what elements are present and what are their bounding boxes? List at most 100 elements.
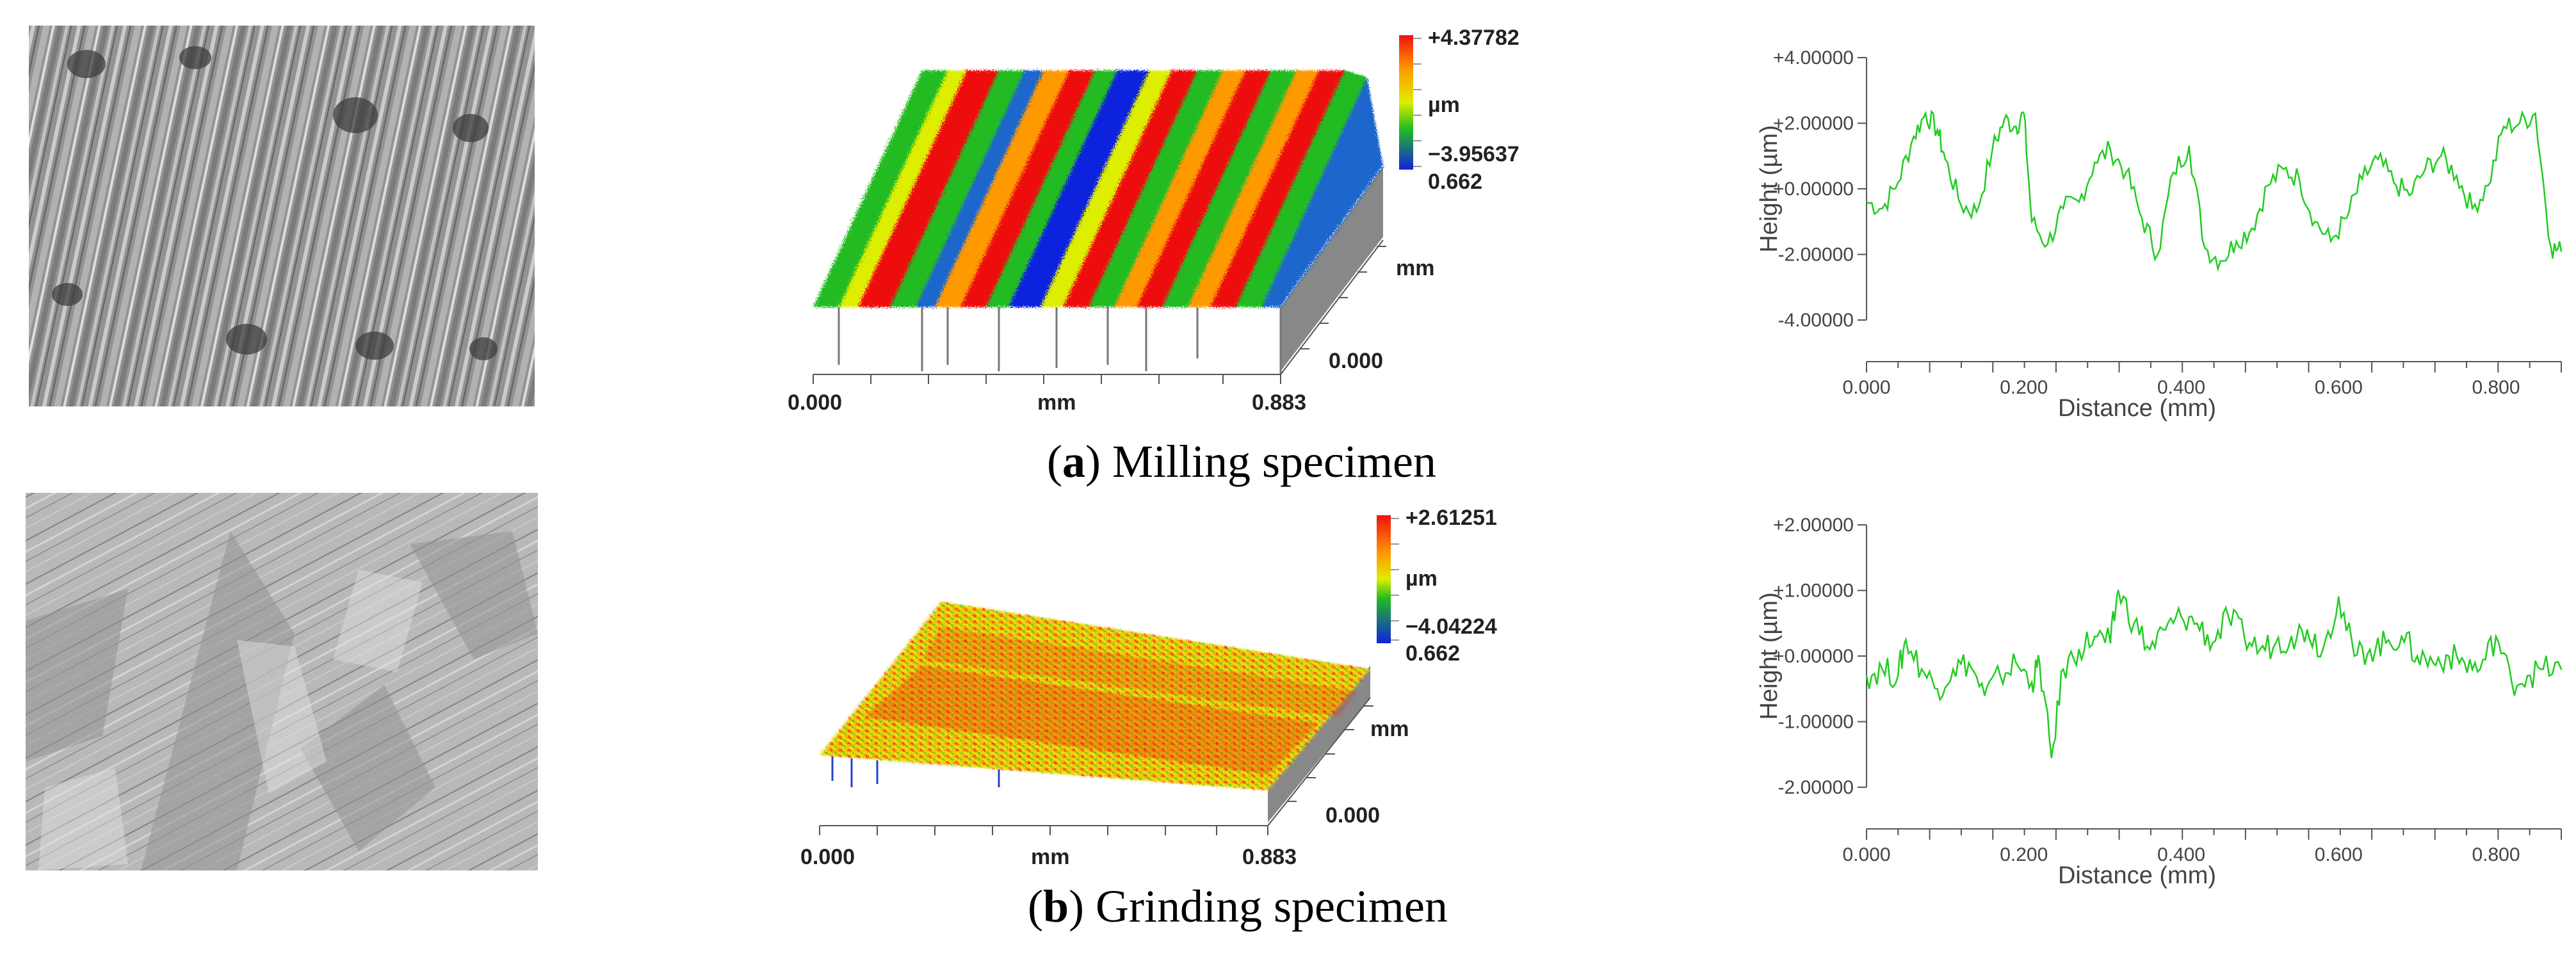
profile-point (2440, 155, 2442, 157)
profile-point (2274, 642, 2277, 644)
x-tick-label: 0.200 (2000, 844, 2048, 865)
profile-point (1952, 668, 1954, 670)
surface-xunit-label: mm (1031, 845, 1070, 869)
profile-point (2212, 642, 2214, 644)
profile-point (2149, 648, 2151, 650)
surface-yunit-label: mm (1396, 256, 1435, 280)
profile-line (1865, 590, 2563, 758)
profile-point (2314, 221, 2316, 223)
profile-point (2204, 247, 2206, 249)
profile-point (2518, 122, 2521, 124)
profile-point (2259, 648, 2261, 650)
profile-point (2180, 616, 2182, 618)
profile-point (2196, 622, 2198, 624)
profile-chart-milling: +4.00000 +2.00000 +0.00000 -2.00000 -4.00000… (1756, 47, 2563, 422)
profile-point (2219, 260, 2222, 262)
x-axis-label: Distance (mm) (2058, 395, 2216, 422)
profile-point (2526, 675, 2529, 677)
profile-point (1913, 135, 1915, 138)
profile-point (1897, 181, 1899, 183)
profile-point (2109, 642, 2112, 644)
profile-point (2290, 636, 2292, 637)
profile-point (2329, 240, 2332, 243)
profile-point (2015, 662, 2017, 664)
profile-point (2023, 112, 2025, 115)
profile-point (1897, 675, 1899, 677)
surface-ymin-label: 0.000 (1329, 349, 1384, 373)
surface-yunit-label: mm (1370, 717, 1409, 741)
profile-point (2401, 636, 2402, 637)
micrograph-grinding (26, 493, 538, 870)
profile-point (2078, 648, 2080, 650)
profile-point (2542, 668, 2544, 670)
surface-zmin-label: −4.04224 (1405, 614, 1497, 639)
x-axis-label: Distance (mm) (2058, 862, 2216, 889)
profile-point (2030, 681, 2033, 684)
profile-point (2322, 648, 2324, 650)
profile-point (1936, 129, 1938, 131)
profile-point (1999, 675, 2002, 677)
profile-point (2369, 648, 2371, 650)
x-tick-label: 0.400 (2157, 377, 2205, 398)
profile-point (1865, 675, 1868, 677)
profile-point (2338, 596, 2340, 598)
micrograph-milling (29, 26, 535, 406)
profile-point (2511, 681, 2513, 684)
surface-xmin-label: 0.000 (800, 845, 855, 869)
y-tick-label: -1.00000 (1778, 712, 1854, 733)
y-tick-label: +0.00000 (1773, 646, 1854, 667)
profile-point (2298, 178, 2301, 180)
surface-zmin-label: −3.95637 (1428, 142, 1519, 166)
profile-point (2039, 662, 2041, 664)
profile-point (2306, 629, 2308, 631)
profile-point (2251, 227, 2253, 229)
profile-point (2078, 201, 2080, 203)
profile-point (2003, 119, 2005, 121)
y-tick-label: +2.00000 (1773, 113, 1854, 134)
profile-point (2448, 655, 2450, 657)
profile-point (2228, 616, 2230, 618)
surface-xmax-label: 0.883 (1252, 390, 1307, 415)
profile-point (2173, 172, 2175, 173)
surface-ymax-label: 0.662 (1428, 170, 1483, 194)
caption-milling: (a) Milling specimen (1047, 436, 1436, 487)
surface-plot-milling: +4.37782 µm −3.95637 0.662 mm 0.000 0.00… (788, 26, 1646, 435)
profile-point (1960, 204, 1962, 206)
profile-point (2283, 168, 2285, 170)
profile-point (2353, 655, 2356, 657)
surface-3d-grinding (819, 515, 1399, 835)
profile-point (2550, 247, 2552, 249)
micrograph-milling-image (29, 26, 535, 406)
x-tick-label: 0.800 (2472, 377, 2520, 398)
surface-3d-milling (813, 35, 1422, 384)
profile-point (1968, 662, 1970, 664)
profile-point (2463, 662, 2466, 664)
x-tick-label: 0.000 (1842, 844, 1890, 865)
x-tick-label: 0.800 (2472, 844, 2520, 865)
profile-point (2109, 148, 2112, 150)
profile-point (2345, 217, 2347, 220)
profile-point (2235, 240, 2237, 243)
y-tick-label: -2.00000 (1778, 777, 1854, 798)
profile-point (2479, 668, 2481, 670)
profile-point (2503, 125, 2505, 127)
profile-line (1866, 109, 2563, 272)
profile-point (1881, 207, 1883, 209)
profile-point (2050, 757, 2052, 759)
x-tick-label: 0.600 (2315, 844, 2363, 865)
profile-point (2062, 668, 2064, 670)
profile-point (1984, 694, 1986, 696)
caption-letter: b (1042, 881, 1069, 932)
profile-point (2030, 221, 2033, 223)
surface-xunit-label: mm (1037, 390, 1076, 415)
caption-letter: a (1062, 436, 1085, 487)
profile-point (2416, 655, 2418, 657)
y-tick-label: -4.00000 (1778, 310, 1854, 331)
profile-point (1975, 211, 1978, 213)
profile-point (2267, 184, 2269, 187)
y-axis-label: Height (µm) (1756, 125, 1783, 252)
profile-point (1991, 148, 1993, 150)
surface-plot-grinding: +2.61251 µm −4.04224 0.662 mm 0.000 0.00… (794, 506, 1646, 890)
profile-point (1936, 688, 1938, 690)
profile-point (2062, 207, 2064, 209)
